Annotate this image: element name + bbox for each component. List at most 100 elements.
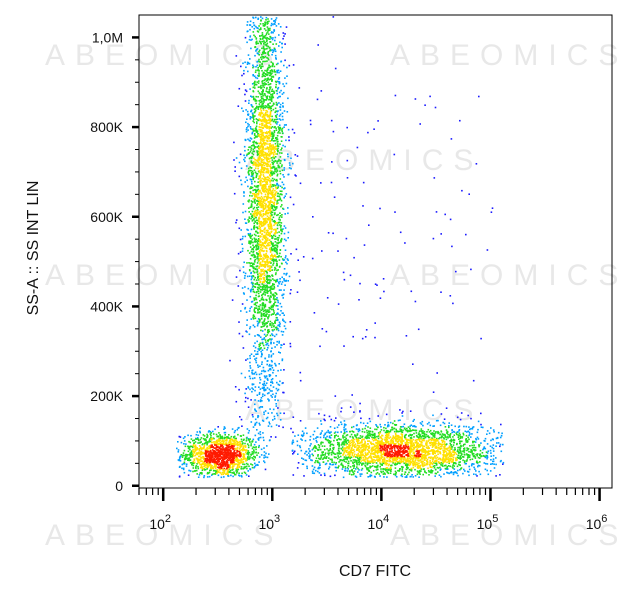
- event-dot: [270, 226, 272, 228]
- event-dot: [275, 43, 278, 45]
- event-dot: [478, 445, 480, 448]
- event-dot: [486, 457, 488, 460]
- event-dot: [403, 473, 406, 475]
- event-dot: [283, 278, 285, 280]
- event-dot: [292, 474, 295, 476]
- event-dot: [267, 81, 269, 84]
- event-dot: [269, 269, 272, 272]
- event-dot: [262, 109, 265, 111]
- event-dot: [270, 359, 273, 362]
- event-dot: [195, 433, 198, 436]
- event-dot: [255, 174, 258, 177]
- event-dot: [254, 386, 257, 388]
- event-dot: [202, 463, 204, 465]
- event-dot: [266, 445, 268, 447]
- event-dot: [265, 110, 268, 112]
- event-dot: [261, 17, 264, 20]
- event-dot: [304, 452, 306, 455]
- event-dot: [259, 42, 262, 44]
- event-dot: [334, 463, 337, 466]
- event-dot: [277, 69, 280, 72]
- event-dot: [442, 434, 445, 436]
- event-dot: [393, 430, 396, 433]
- event-dot: [199, 431, 201, 434]
- event-dot: [422, 437, 425, 440]
- event-dot: [270, 305, 273, 308]
- event-dot: [371, 430, 374, 433]
- event-dot: [259, 180, 261, 182]
- event-dot: [389, 430, 392, 433]
- event-dot: [263, 265, 265, 267]
- event-dot: [353, 256, 355, 259]
- event-dot: [257, 286, 260, 289]
- event-dot: [183, 443, 185, 445]
- event-dot: [254, 129, 256, 132]
- event-dot: [260, 179, 263, 182]
- event-dot: [469, 428, 471, 431]
- event-dot: [257, 247, 260, 249]
- event-dot: [274, 395, 277, 397]
- event-dot: [274, 193, 277, 195]
- event-dot: [272, 202, 275, 205]
- event-dot: [269, 223, 271, 225]
- event-dot: [263, 439, 265, 442]
- event-dot: [268, 265, 270, 267]
- event-dot: [359, 437, 362, 439]
- event-dot: [241, 247, 244, 250]
- event-dot: [352, 335, 354, 338]
- event-dot: [254, 434, 257, 437]
- event-dot: [464, 430, 467, 433]
- event-dot: [260, 245, 263, 247]
- event-dot: [257, 235, 260, 237]
- event-dot: [472, 452, 475, 455]
- event-dot: [255, 245, 257, 247]
- event-dot: [266, 60, 268, 62]
- event-dot: [276, 92, 278, 95]
- event-dot: [190, 453, 192, 456]
- event-dot: [264, 24, 267, 26]
- event-dot: [251, 210, 254, 213]
- event-dot: [287, 207, 289, 209]
- event-dot: [196, 473, 198, 475]
- event-dot: [248, 216, 251, 218]
- event-dot: [264, 266, 266, 268]
- event-dot: [489, 449, 492, 452]
- event-dot: [413, 418, 415, 421]
- event-dot: [270, 152, 273, 154]
- event-dot: [362, 462, 364, 465]
- event-dot: [344, 440, 347, 442]
- event-dot: [273, 197, 276, 199]
- event-dot: [280, 165, 283, 168]
- event-dot: [299, 420, 302, 422]
- event-dot: [301, 439, 303, 441]
- event-dot: [408, 464, 411, 467]
- event-dot: [244, 306, 247, 309]
- event-dot: [260, 97, 263, 100]
- event-dot: [476, 460, 478, 463]
- event-dot: [226, 436, 228, 438]
- event-dot: [258, 100, 260, 102]
- event-dot: [356, 424, 358, 426]
- event-dot: [471, 447, 474, 449]
- event-dot: [317, 467, 319, 470]
- event-dot: [256, 196, 259, 199]
- event-dot: [263, 454, 266, 457]
- event-dot: [271, 237, 273, 239]
- event-dot: [283, 169, 285, 171]
- event-dot: [271, 378, 274, 380]
- event-dot: [241, 238, 244, 240]
- event-dot: [262, 75, 265, 77]
- event-dot: [477, 465, 479, 468]
- event-dot: [253, 85, 256, 87]
- event-dot: [252, 218, 255, 221]
- event-dot: [210, 434, 212, 437]
- event-dot: [250, 301, 253, 303]
- event-dot: [251, 414, 254, 416]
- event-dot: [254, 256, 256, 258]
- event-dot: [271, 135, 273, 138]
- event-dot: [443, 436, 445, 439]
- event-dot: [264, 370, 267, 373]
- event-dot: [351, 436, 354, 438]
- event-dot: [393, 153, 396, 156]
- event-dot: [256, 202, 259, 205]
